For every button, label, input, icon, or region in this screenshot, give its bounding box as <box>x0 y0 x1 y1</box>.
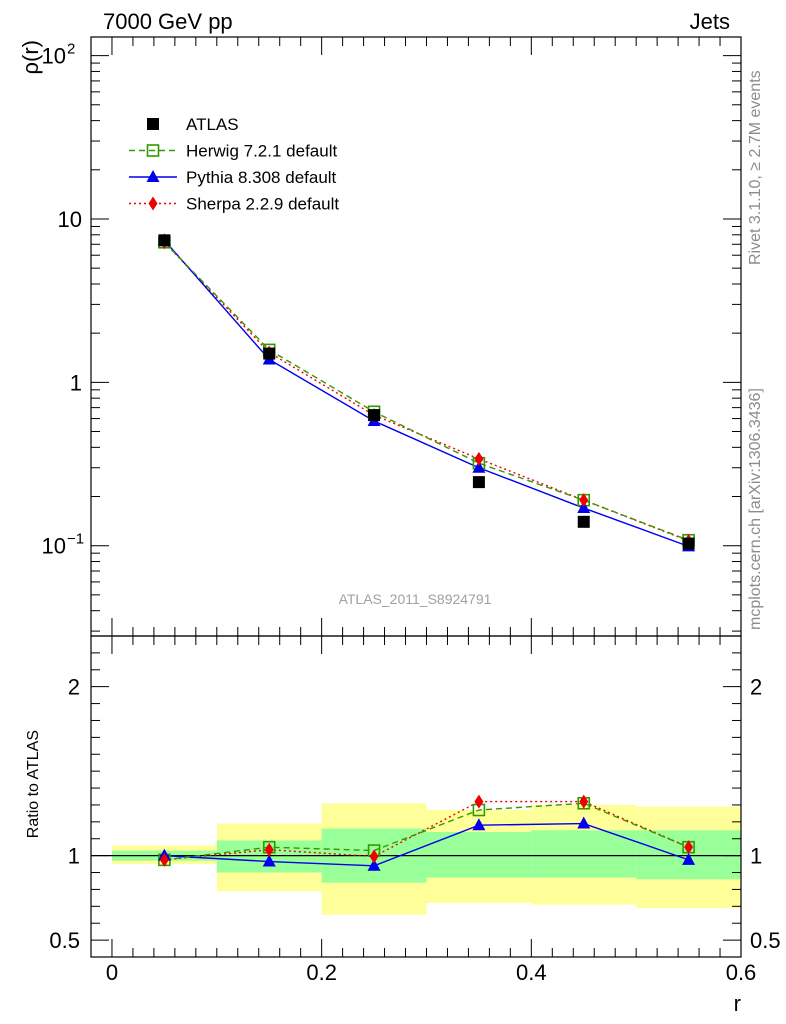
ratio-y-tick-label: 0.5 <box>49 928 80 953</box>
ratio-y-axis-label: Ratio to ATLAS <box>25 730 42 838</box>
legend-atlas-label: ATLAS <box>186 115 239 134</box>
main-atlas-point <box>682 537 695 550</box>
ratio-y-tick-label: 2 <box>68 675 80 700</box>
legend-sherpa-label: Sherpa 2.2.9 default <box>186 195 339 214</box>
ratio-y-tick-label-right: 2 <box>750 675 762 700</box>
legend: ATLAS Herwig 7.2.1 default Pythia 8.308 de… <box>129 115 339 214</box>
ratio-sherpa-point <box>369 849 379 864</box>
ratio-inner-band <box>531 830 637 878</box>
main-sherpa-point <box>579 493 589 508</box>
rivet-info-label: Rivet 3.1.10, ≥ 2.7M events <box>747 70 764 265</box>
ratio-x-tick-label: 0.2 <box>306 960 337 985</box>
ratio-plot: 0.5 0.5 1 1 2 2 0 0.2 0.4 0.6 r Ratio to ATLAS <box>25 635 781 1016</box>
ratio-sherpa-point <box>159 852 169 867</box>
main-y-tick-label: 1 <box>70 370 82 395</box>
main-y-tick-label: 10 <box>42 534 66 559</box>
ratio-pythia-point <box>472 818 486 831</box>
ratio-pythia-line <box>164 822 689 867</box>
main-atlas-point <box>263 347 276 360</box>
ratio-inner-band <box>426 831 532 878</box>
legend-pythia-marker <box>146 170 160 182</box>
legend-herwig-label: Herwig 7.2.1 default <box>186 142 337 161</box>
ratio-plot-frame <box>90 635 742 958</box>
main-atlas-point <box>158 234 171 247</box>
ratio-sherpa-point <box>474 794 484 809</box>
energy-label: 7000 GeV pp <box>103 9 233 34</box>
ratio-sherpa-point <box>579 794 589 809</box>
ratio-x-tick-label: 0 <box>106 960 118 985</box>
main-atlas-point <box>577 515 590 528</box>
main-y-tick-exponent: 2 <box>67 41 75 58</box>
main-sherpa-point <box>474 451 484 466</box>
ratio-x-tick-label: 0.4 <box>516 960 547 985</box>
main-y-tick-exponent: −1 <box>67 531 84 548</box>
ratio-sherpa-point <box>684 840 694 855</box>
main-y-tick-label: 10 <box>58 207 82 232</box>
mcplots-citation-label: mcplots.cern.ch [arXiv:1306.3436] <box>747 388 764 630</box>
ratio-sherpa-point <box>264 842 274 857</box>
ratio-y-tick-label-right: 0.5 <box>750 928 781 953</box>
ratio-y-tick-label: 1 <box>68 844 80 869</box>
process-label: Jets <box>690 9 730 34</box>
main-atlas-point <box>472 476 485 489</box>
main-pythia-point <box>472 460 486 473</box>
ratio-pythia-point <box>262 854 276 867</box>
ratio-pythia-point <box>577 816 591 829</box>
ratio-y-tick-label-right: 1 <box>750 844 762 869</box>
ratio-pythia-point <box>367 858 381 871</box>
ratio-x-axis-label: r <box>734 991 741 1016</box>
ratio-x-tick-label: 0.6 <box>726 960 757 985</box>
legend-pythia-label: Pythia 8.308 default <box>186 168 337 187</box>
legend-atlas-marker <box>147 118 159 130</box>
main-pythia-line <box>163 239 689 548</box>
main-y-axis-label: ρ(r) <box>18 40 43 75</box>
legend-sherpa-marker <box>148 196 158 211</box>
analysis-id-label: ATLAS_2011_S8924791 <box>339 591 492 607</box>
ratio-pythia-point <box>682 852 696 865</box>
main-atlas-point <box>368 409 381 422</box>
legend-herwig-marker <box>146 144 160 157</box>
main-herwig-line <box>163 241 689 541</box>
main-sherpa-line <box>163 241 689 542</box>
main-y-tick-label: 10 <box>42 44 66 69</box>
